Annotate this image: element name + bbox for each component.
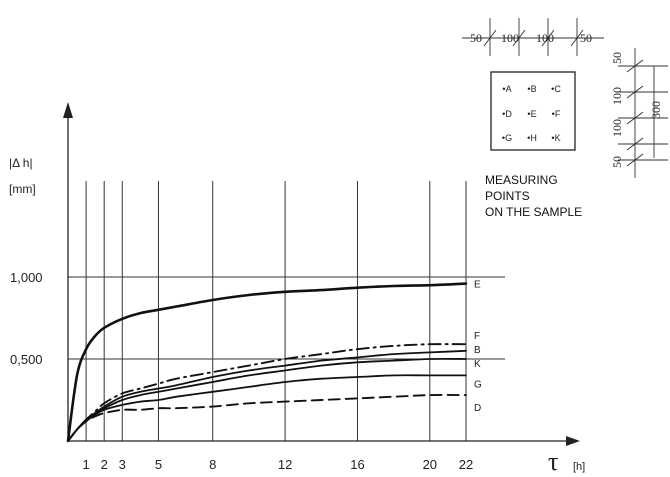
measuring-point-E: •E — [527, 109, 536, 119]
x-tick-label-20: 20 — [423, 457, 437, 472]
note-line-2: POINTS — [485, 189, 530, 203]
horizontal-dim-label: 100 — [501, 31, 519, 45]
measuring-point-G: •G — [502, 133, 512, 143]
measuring-point-F: •F — [552, 109, 561, 119]
x-tick-label-8: 8 — [209, 457, 216, 472]
horizontal-dim-label: 50 — [470, 31, 482, 45]
x-tick-label-2: 2 — [101, 457, 108, 472]
x-tick-label-5: 5 — [155, 457, 162, 472]
series-label-K: K — [474, 359, 481, 370]
x-tick-label-16: 16 — [350, 457, 364, 472]
horizontal-dim-label: 100 — [536, 31, 554, 45]
x-axis-unit: [h] — [573, 461, 585, 473]
axes — [63, 102, 580, 446]
sample-outline — [490, 71, 576, 151]
vertical-dim-label: 100 — [610, 119, 624, 137]
vertical-dim-label: 50 — [610, 156, 624, 168]
note-line-3: ON THE SAMPLE — [485, 205, 582, 219]
measuring-point-B: •B — [527, 84, 536, 94]
x-axis-label: τ — [548, 447, 558, 476]
x-tick-label-3: 3 — [119, 457, 126, 472]
sample-diagram: •A •B •C •D •E •F •G •H •K 50 100 100 50 50 100 100 50 30… — [462, 18, 668, 178]
series-label-D: D — [474, 403, 481, 414]
series-label-F: F — [474, 331, 480, 342]
vertical-dim-label: 50 — [610, 52, 624, 64]
x-tick-label-22: 22 — [459, 457, 473, 472]
note-line-1: MEASURING — [485, 173, 558, 187]
y-axis-arrow — [63, 102, 73, 118]
x-axis-arrow — [566, 436, 580, 446]
y-axis-unit: [mm] — [9, 182, 36, 196]
series-line-D — [67, 394, 467, 442]
measuring-point-K: •K — [551, 133, 560, 143]
measuring-point-D: •D — [502, 109, 512, 119]
series-label-B: B — [474, 345, 481, 356]
y-axis-label: |Δ h| — [9, 156, 33, 170]
series-lines — [66, 282, 468, 443]
series-line-E — [66, 282, 468, 443]
measuring-point-C: •C — [551, 84, 561, 94]
measuring-point-A: •A — [502, 84, 511, 94]
series-label-E: E — [474, 280, 481, 291]
series-label-G: G — [474, 379, 482, 390]
series-line-G — [67, 374, 467, 442]
measuring-point-H: •H — [527, 133, 537, 143]
measuring-points-note: MEASURING POINTS ON THE SAMPLE — [485, 173, 582, 219]
series-line-K — [67, 357, 467, 442]
horizontal-dim-label: 50 — [580, 31, 592, 45]
vertical-dim-label: 100 — [610, 87, 624, 105]
y-tick-label-0,500: 0,500 — [10, 352, 43, 367]
total-dim-label: 300 — [649, 101, 663, 119]
x-tick-label-1: 1 — [82, 457, 89, 472]
y-tick-label-1,000: 1,000 — [10, 270, 43, 285]
x-tick-label-12: 12 — [278, 457, 292, 472]
